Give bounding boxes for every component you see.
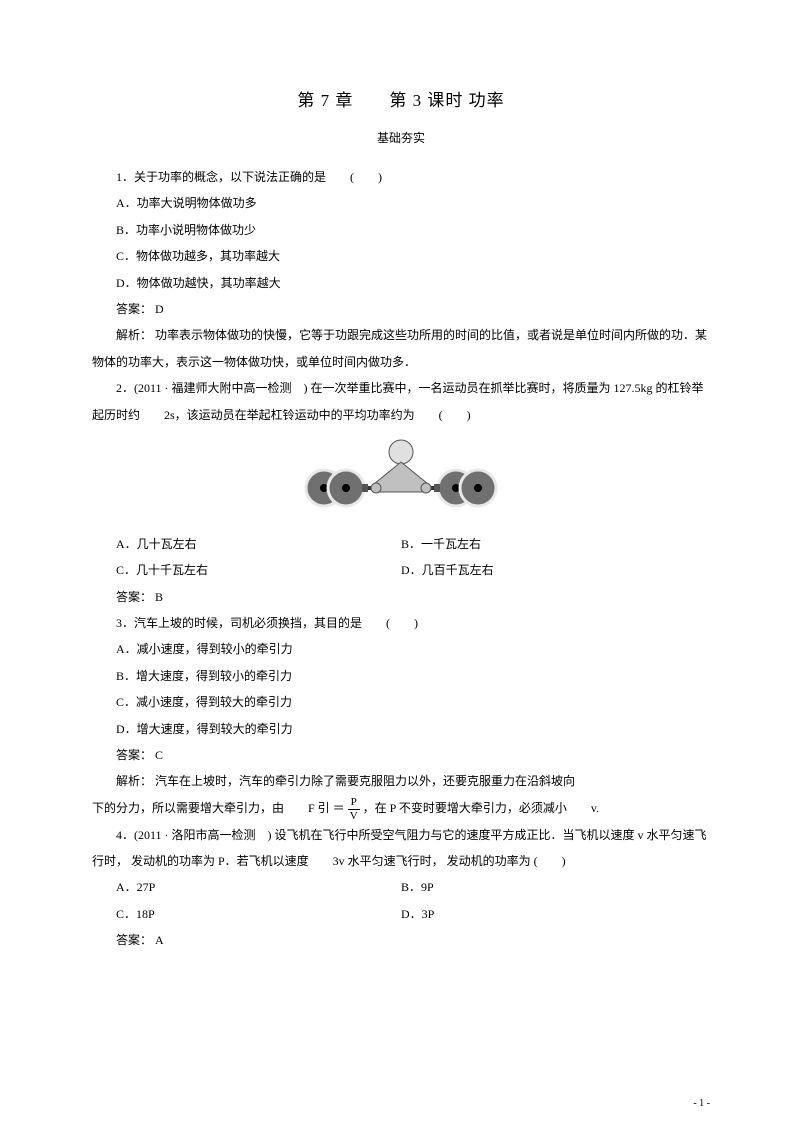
- q2-answer: 答案： B: [92, 584, 710, 610]
- q3-explain-left: 下的分力，所以需要增大牵引力，由 F 引 ＝: [92, 801, 345, 815]
- q4-stem: 4．(2011 · 洛阳市高一检测 ) 设飞机在飞行中所受空气阻力与它的速度平方…: [92, 822, 710, 875]
- fraction: P V: [348, 796, 360, 821]
- q3-option-c: C．减小速度，得到较大的牵引力: [92, 689, 710, 715]
- q3-explain-line1: 解析： 汽车在上坡时，汽车的牵引力除了需要克服阻力以外，还要克服重力在沿斜坡向: [92, 768, 710, 794]
- q3-stem: 3．汽车上坡的时候，司机必须换挡，其目的是 ( ): [92, 610, 710, 636]
- q4-option-a: A．27P: [92, 874, 401, 900]
- q2-option-d: D．几百千瓦左右: [401, 557, 710, 583]
- q1-explain: 解析： 功率表示物体做功的快慢，它等于功跟完成这些功所用的时间的比值，或者说是单…: [92, 322, 710, 375]
- q1-option-d: D．物体做功越快，其功率越大: [92, 270, 710, 296]
- q2-stem: 2．(2011 · 福建师大附中高一检测 ) 在一次举重比赛中，一名运动员在抓举…: [92, 375, 710, 428]
- q2-option-b: B．一千瓦左右: [401, 531, 710, 557]
- q3-answer: 答案： C: [92, 742, 710, 768]
- q4-option-b: B．9P: [401, 874, 710, 900]
- q2-options-row2: C．几十千瓦左右 D．几百千瓦左右: [92, 557, 710, 583]
- page-title: 第 7 章 第 3 课时 功率: [92, 86, 710, 111]
- q1-option-c: C．物体做功越多，其功率越大: [92, 243, 710, 269]
- q4-options-row2: C．18P D．3P: [92, 901, 710, 927]
- q3-option-d: D．增大速度，得到较大的牵引力: [92, 716, 710, 742]
- q2-options-row1: A．几十瓦左右 B．一千瓦左右: [92, 531, 710, 557]
- page-number: - 1 -: [693, 1098, 710, 1109]
- page: 第 7 章 第 3 课时 功率 基础夯实 1．关于功率的概念，以下说法正确的是 …: [0, 0, 800, 1133]
- section-subtitle: 基础夯实: [92, 129, 710, 146]
- q3-option-b: B．增大速度，得到较小的牵引力: [92, 663, 710, 689]
- q4-options-row1: A．27P B．9P: [92, 874, 710, 900]
- q3-explain-line2: 下的分力，所以需要增大牵引力，由 F 引 ＝ P V ，在 P 不变时要增大牵引…: [92, 795, 710, 822]
- q1-stem: 1．关于功率的概念，以下说法正确的是 ( ): [92, 164, 710, 190]
- q4-option-d: D．3P: [401, 901, 710, 927]
- q2-option-a: A．几十瓦左右: [92, 531, 401, 557]
- q4-option-c: C．18P: [92, 901, 401, 927]
- barbell-figure: [92, 434, 710, 521]
- q1-answer: 答案： D: [92, 296, 710, 322]
- q2-option-c: C．几十千瓦左右: [92, 557, 401, 583]
- q1-option-a: A．功率大说明物体做功多: [92, 190, 710, 216]
- q3-explain-right: ，在 P 不变时要增大牵引力，必须减小 v.: [363, 801, 599, 815]
- barbell-icon: [296, 434, 506, 516]
- fraction-den: V: [348, 810, 360, 822]
- q1-option-b: B．功率小说明物体做功少: [92, 217, 710, 243]
- fraction-num: P: [348, 796, 360, 809]
- q3-option-a: A．减小速度，得到较小的牵引力: [92, 636, 710, 662]
- q4-answer: 答案： A: [92, 927, 710, 953]
